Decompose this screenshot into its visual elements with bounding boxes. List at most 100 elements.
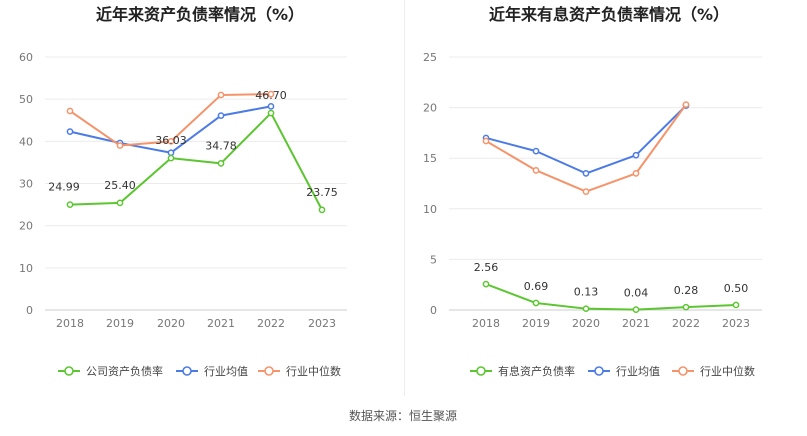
series-line [69,112,323,211]
data-point[interactable] [682,101,690,108]
x-tick-label: 2023 [722,317,750,330]
data-point[interactable] [482,137,490,145]
series-0 [66,109,326,214]
data-point[interactable] [167,137,175,145]
data-label: 25.40 [104,179,136,192]
legend-label: 公司资产负债率 [86,364,163,378]
legend: 有息资产负债率 行业均值 行业中位数 [470,364,755,378]
data-point[interactable] [267,90,275,98]
data-label: 24.99 [48,181,80,194]
legend-label: 行业中位数 [700,364,755,378]
legend-swatch-marker [678,366,688,376]
grid [449,56,762,311]
data-point[interactable] [532,147,540,155]
y-tick-label: 50 [19,93,33,106]
y-tick-label: 25 [423,51,437,64]
series-line [485,283,737,311]
chart-title: 近年来资产负债率情况（%） [96,5,304,24]
legend-item[interactable]: 行业均值 [176,365,248,378]
x-tick-label: 2020 [157,317,185,330]
data-label: 0.13 [574,286,599,299]
legend-label: 行业中位数 [286,364,341,378]
y-tick-label: 20 [19,220,33,233]
data-label: 36.03 [155,134,187,147]
x-tick-label: 2021 [207,317,235,330]
legend-label: 行业均值 [616,365,660,378]
data-label: 2.56 [474,261,499,274]
data-point[interactable] [217,91,225,99]
data-label: 0.04 [624,287,649,300]
x-tick-label: 2021 [622,317,650,330]
data-point[interactable] [217,112,225,119]
data-label: 0.28 [674,284,699,297]
legend-label: 有息资产负债率 [498,364,575,378]
x-tick-label: 2019 [106,317,134,330]
data-point[interactable] [267,102,275,110]
legend-item[interactable]: 行业均值 [588,365,660,378]
y-tick-label: 30 [19,178,33,191]
legend-swatch-marker [476,366,486,376]
x-tick-label: 2023 [308,317,336,330]
series-0 [482,280,740,313]
y-tick-label: 60 [19,51,33,64]
data-point[interactable] [532,166,540,174]
x-tick-label: 2022 [672,317,700,330]
legend-swatch-marker [264,366,274,376]
data-point[interactable] [66,128,74,135]
data-label: 23.75 [306,186,338,199]
data-point[interactable] [532,299,540,307]
legend-swatch-marker [182,366,192,376]
y-tick-label: 0 [26,304,33,317]
data-label: 0.69 [524,280,549,293]
data-point[interactable] [632,151,640,159]
data-label: 0.50 [724,282,749,295]
y-tick-label: 20 [423,102,437,115]
legend-item[interactable]: 有息资产负债率 [470,364,575,378]
data-point[interactable] [167,149,175,157]
series-line [485,103,687,193]
data-point[interactable] [66,107,74,115]
series-line [485,104,687,175]
legend-swatch-marker [64,366,74,376]
series-1 [482,102,690,177]
y-tick-label: 15 [423,152,437,165]
data-label: 46.70 [255,89,287,102]
data-point[interactable] [632,170,640,177]
grid [45,56,347,311]
y-tick-label: 10 [19,262,33,275]
source-area: 数据来源：恒生聚源 [349,408,457,423]
data-point[interactable] [318,206,326,214]
x-tick-label: 2018 [472,317,500,330]
x-tick-label: 2020 [572,317,600,330]
data-point[interactable] [167,154,175,162]
data-point[interactable] [732,301,740,309]
y-tick-label: 0 [430,304,437,317]
data-point[interactable] [267,109,275,117]
debt-ratio-chart: 近年来资产负债率情况（%） 0 10 20 30 40 50 60 2018 2019 2020 2… [19,5,347,378]
legend: 公司资产负债率 行业均值 行业中位数 [58,364,341,378]
y-tick-label: 40 [19,135,33,148]
data-point[interactable] [482,280,490,288]
data-point[interactable] [632,306,640,313]
x-tick-label: 2019 [522,317,550,330]
data-point[interactable] [582,305,590,313]
x-tick-label: 2018 [56,317,84,330]
data-point[interactable] [66,201,74,208]
legend-swatch-marker [594,366,604,376]
legend-item[interactable]: 行业中位数 [258,364,341,378]
y-tick-label: 5 [430,253,437,266]
legend-item[interactable]: 行业中位数 [672,364,755,378]
data-point[interactable] [582,188,590,195]
series-2 [66,90,275,149]
legend-item[interactable]: 公司资产负债率 [58,364,163,378]
chart-title: 近年来有息资产负债率情况（%） [489,5,729,24]
data-point[interactable] [682,303,690,311]
data-point[interactable] [116,199,124,207]
x-tick-label: 2022 [257,317,285,330]
data-point[interactable] [582,170,590,177]
legend-label: 行业均值 [204,365,248,378]
interest-debt-ratio-chart: 近年来有息资产负债率情况（%） 0 5 10 15 20 25 2018 2019 2020 20… [423,5,762,378]
data-point[interactable] [116,142,124,149]
data-point[interactable] [217,159,225,167]
